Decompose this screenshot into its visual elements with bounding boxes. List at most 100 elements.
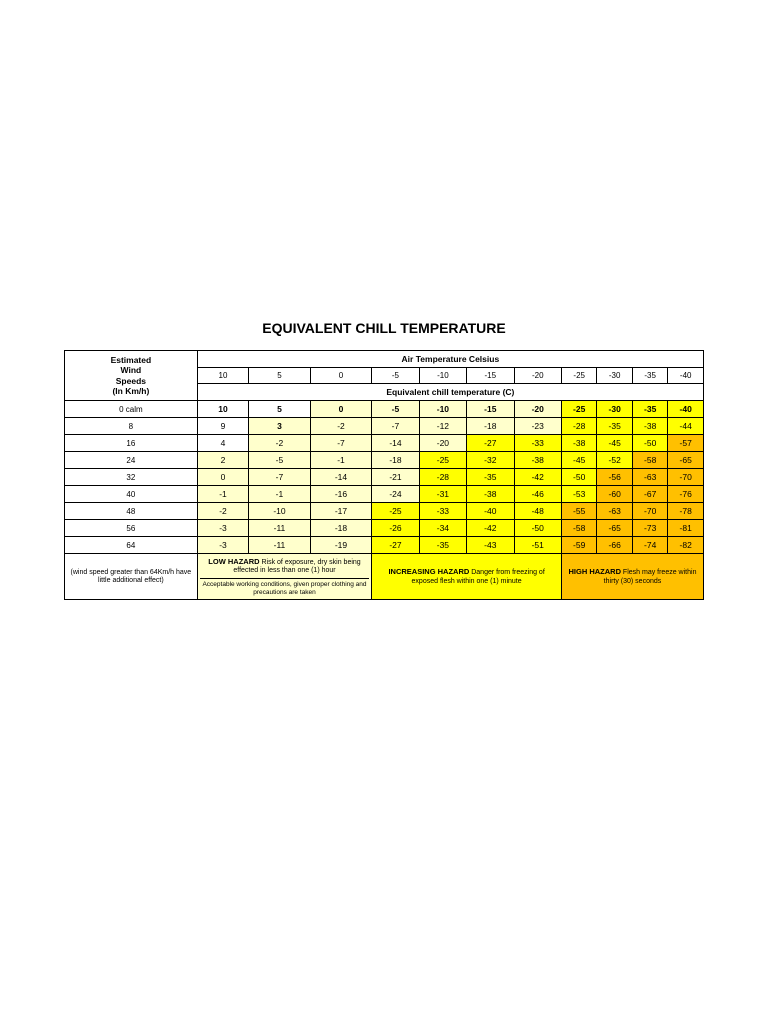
chill-table: EstimatedWindSpeeds(In Km/h)Air Temperat… xyxy=(64,350,704,600)
chill-value-cell: -65 xyxy=(668,452,704,469)
chill-value-cell: -18 xyxy=(467,418,514,435)
chill-value-cell: -25 xyxy=(561,401,596,418)
chill-value-cell: -56 xyxy=(597,469,632,486)
chill-value-cell: -11 xyxy=(249,520,311,537)
temp-col-header: 0 xyxy=(310,368,372,384)
chill-value-cell: -78 xyxy=(668,503,704,520)
page-title: EQUIVALENT CHILL TEMPERATURE xyxy=(64,320,704,336)
chill-value-cell: -1 xyxy=(197,486,248,503)
chill-value-cell: -82 xyxy=(668,537,704,554)
chill-value-cell: -18 xyxy=(372,452,419,469)
chill-value-cell: -7 xyxy=(249,469,311,486)
chill-value-cell: -51 xyxy=(514,537,561,554)
chill-value-cell: -42 xyxy=(467,520,514,537)
wind-speed-cell: 24 xyxy=(65,452,198,469)
chill-value-cell: -81 xyxy=(668,520,704,537)
temp-col-header: -15 xyxy=(467,368,514,384)
chill-value-cell: -34 xyxy=(419,520,466,537)
high-hazard-box: HIGH HAZARD Flesh may freeze within thir… xyxy=(561,554,703,600)
chill-value-cell: -14 xyxy=(372,435,419,452)
air-temp-header: Air Temperature Celsius xyxy=(197,351,703,368)
chill-value-cell: -11 xyxy=(249,537,311,554)
chill-value-cell: -18 xyxy=(310,520,372,537)
chill-value-cell: -35 xyxy=(419,537,466,554)
chill-value-cell: -50 xyxy=(514,520,561,537)
chill-value-cell: -40 xyxy=(668,401,704,418)
chill-value-cell: -63 xyxy=(597,503,632,520)
chill-value-cell: -16 xyxy=(310,486,372,503)
increasing-hazard-box: INCREASING HAZARD Danger from freezing o… xyxy=(372,554,562,600)
chill-value-cell: -44 xyxy=(668,418,704,435)
chill-value-cell: -3 xyxy=(197,537,248,554)
chill-value-cell: -38 xyxy=(632,418,667,435)
chill-value-cell: -17 xyxy=(310,503,372,520)
chill-value-cell: -45 xyxy=(561,452,596,469)
chill-value-cell: -31 xyxy=(419,486,466,503)
chill-value-cell: -23 xyxy=(514,418,561,435)
wind-speed-cell: 16 xyxy=(65,435,198,452)
chill-value-cell: 4 xyxy=(197,435,248,452)
temp-col-header: -25 xyxy=(561,368,596,384)
wind-speed-cell: 48 xyxy=(65,503,198,520)
chill-value-cell: -28 xyxy=(419,469,466,486)
chill-value-cell: -24 xyxy=(372,486,419,503)
chill-value-cell: -35 xyxy=(632,401,667,418)
chill-value-cell: -35 xyxy=(597,418,632,435)
chill-value-cell: -48 xyxy=(514,503,561,520)
chill-value-cell: -1 xyxy=(310,452,372,469)
chill-value-cell: -20 xyxy=(514,401,561,418)
temp-col-header: 10 xyxy=(197,368,248,384)
chill-value-cell: 0 xyxy=(310,401,372,418)
chill-value-cell: -15 xyxy=(467,401,514,418)
temp-col-header: -10 xyxy=(419,368,466,384)
chill-value-cell: -45 xyxy=(597,435,632,452)
chill-value-cell: -7 xyxy=(372,418,419,435)
chill-value-cell: -53 xyxy=(561,486,596,503)
wind-speed-cell: 40 xyxy=(65,486,198,503)
chill-value-cell: 10 xyxy=(197,401,248,418)
wind-speed-cell: 8 xyxy=(65,418,198,435)
chill-value-cell: -21 xyxy=(372,469,419,486)
temp-col-header: -35 xyxy=(632,368,667,384)
chill-value-cell: -30 xyxy=(597,401,632,418)
wind-speed-note: (wind speed greater than 64Km/h have lit… xyxy=(65,554,198,600)
chill-value-cell: -50 xyxy=(561,469,596,486)
chill-value-cell: -7 xyxy=(310,435,372,452)
wind-speed-cell: 32 xyxy=(65,469,198,486)
chill-value-cell: -46 xyxy=(514,486,561,503)
chill-value-cell: 2 xyxy=(197,452,248,469)
chill-value-cell: -33 xyxy=(419,503,466,520)
chill-value-cell: -55 xyxy=(561,503,596,520)
wind-speed-cell: 56 xyxy=(65,520,198,537)
chill-value-cell: -60 xyxy=(597,486,632,503)
wind-speed-cell: 64 xyxy=(65,537,198,554)
chill-value-cell: -42 xyxy=(514,469,561,486)
chill-value-cell: -12 xyxy=(419,418,466,435)
chill-value-cell: -26 xyxy=(372,520,419,537)
temp-col-header: 5 xyxy=(249,368,311,384)
chill-value-cell: 0 xyxy=(197,469,248,486)
chill-value-cell: -65 xyxy=(597,520,632,537)
temp-col-header: -20 xyxy=(514,368,561,384)
chill-value-cell: -43 xyxy=(467,537,514,554)
chill-value-cell: -57 xyxy=(668,435,704,452)
chill-value-cell: -27 xyxy=(467,435,514,452)
chill-value-cell: -19 xyxy=(310,537,372,554)
chill-value-cell: -74 xyxy=(632,537,667,554)
chill-value-cell: -76 xyxy=(668,486,704,503)
chill-value-cell: -1 xyxy=(249,486,311,503)
chill-value-cell: -28 xyxy=(561,418,596,435)
chill-value-cell: -58 xyxy=(561,520,596,537)
chill-value-cell: -10 xyxy=(419,401,466,418)
chill-value-cell: -70 xyxy=(632,503,667,520)
chill-value-cell: 3 xyxy=(249,418,311,435)
temp-col-header: -40 xyxy=(668,368,704,384)
chill-value-cell: -58 xyxy=(632,452,667,469)
chill-value-cell: -2 xyxy=(197,503,248,520)
low-hazard-box: LOW HAZARD Risk of exposure, dry skin be… xyxy=(197,554,372,600)
chill-value-cell: -25 xyxy=(419,452,466,469)
chill-value-cell: -14 xyxy=(310,469,372,486)
wind-speed-cell: 0 calm xyxy=(65,401,198,418)
chill-value-cell: -73 xyxy=(632,520,667,537)
chill-value-cell: -2 xyxy=(249,435,311,452)
